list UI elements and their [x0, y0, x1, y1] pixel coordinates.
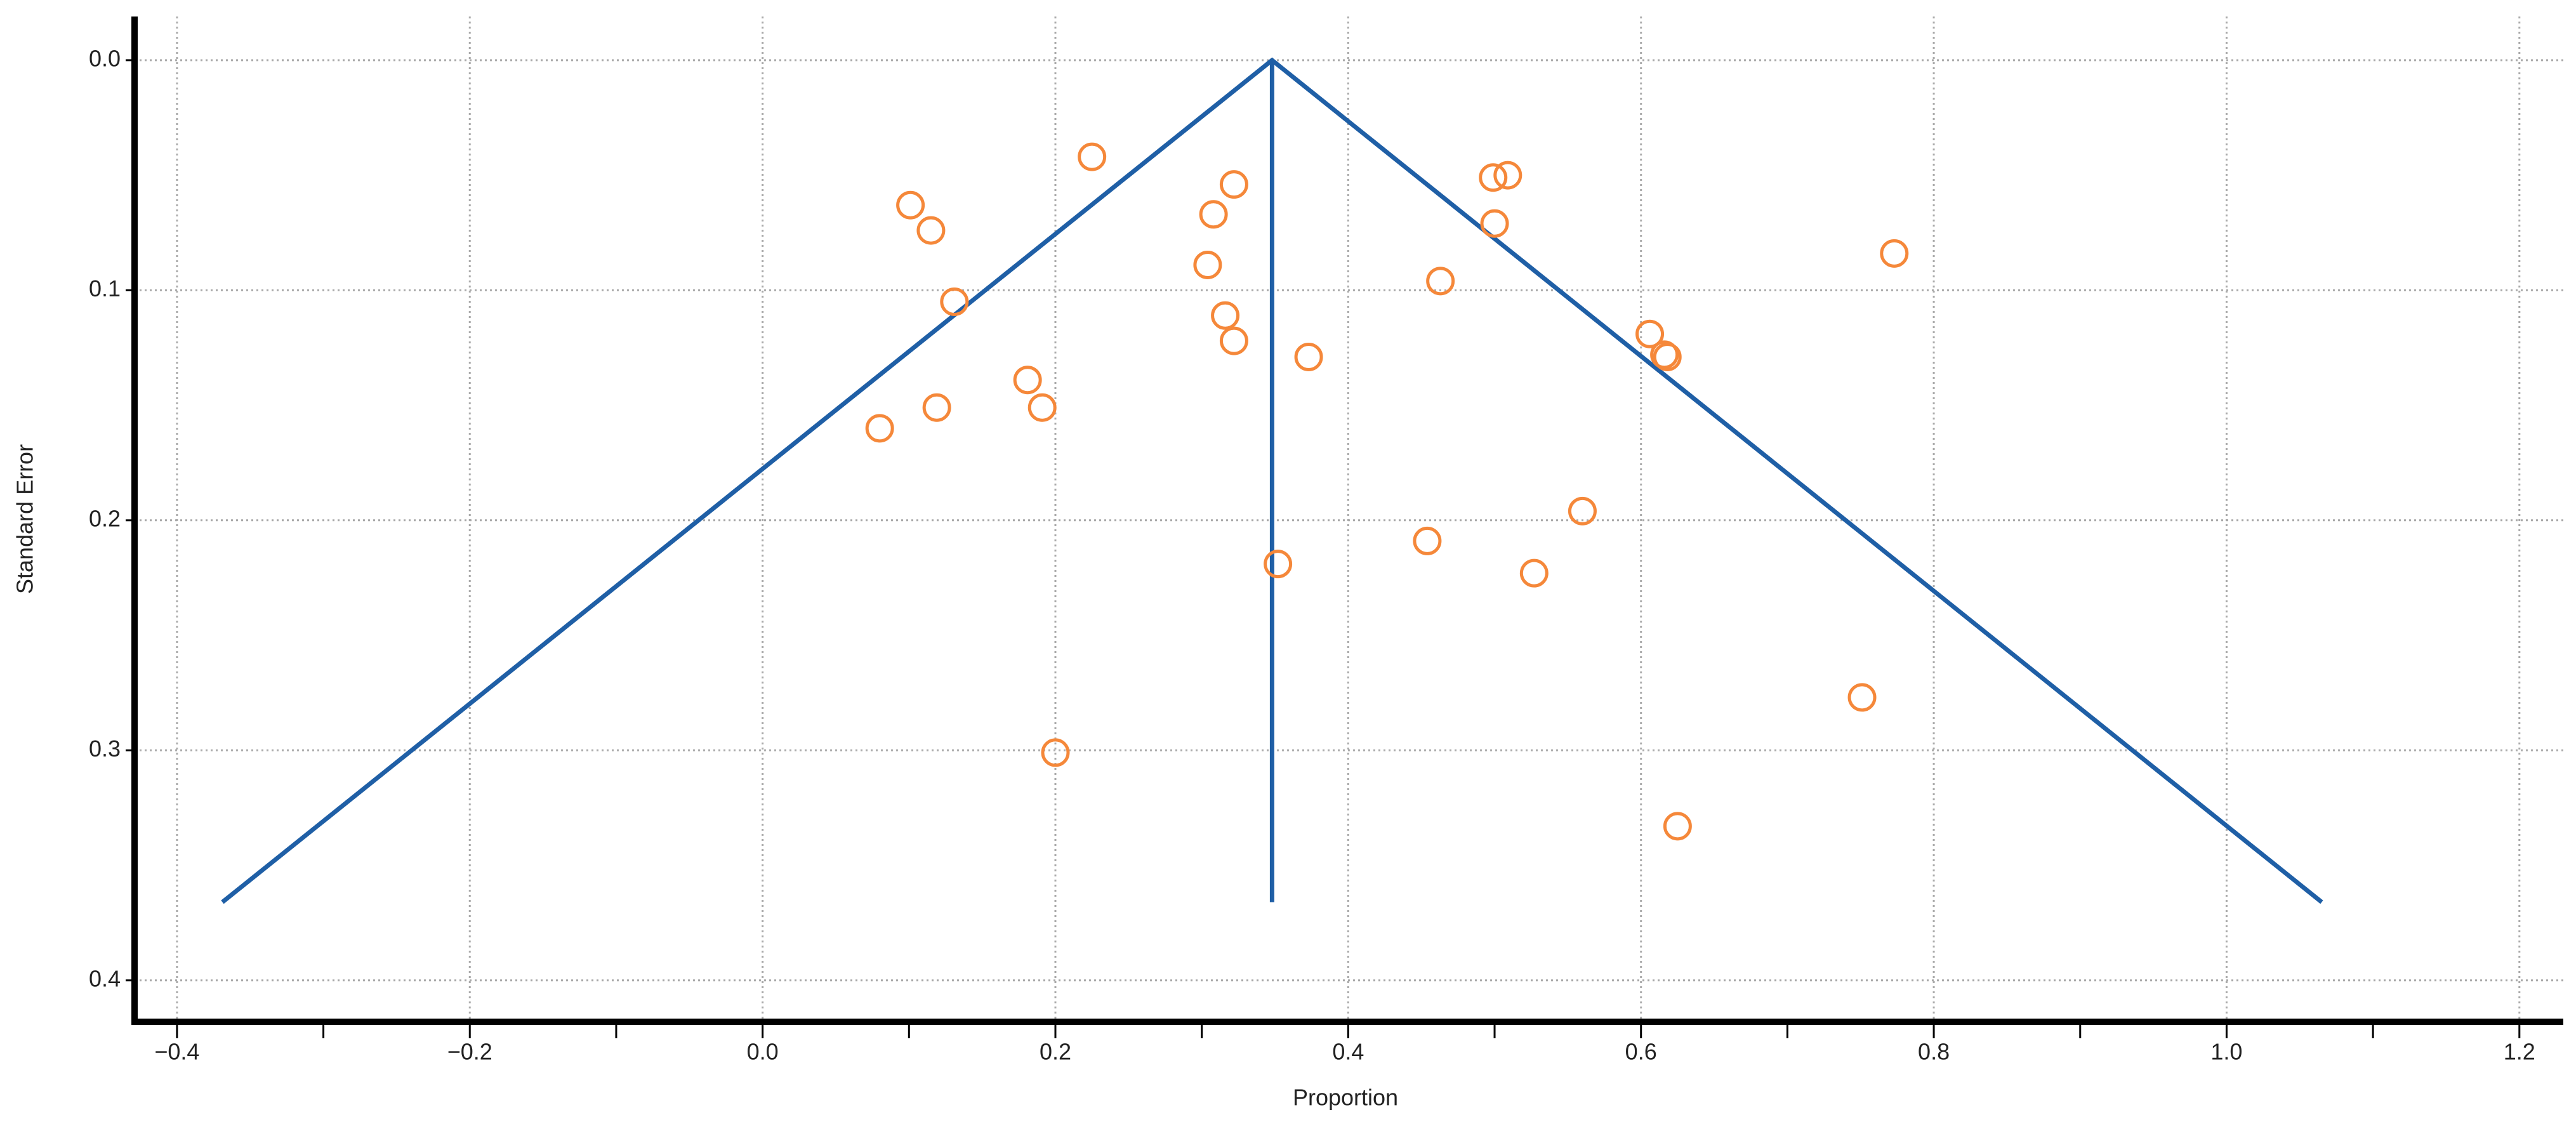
y-tick-label: 0.0	[89, 45, 121, 71]
data-point	[1847, 683, 1877, 712]
x-tick-label: 0.0	[747, 1039, 779, 1065]
x-axis-label: Proportion	[1293, 1085, 1398, 1111]
data-point	[1650, 340, 1679, 369]
data-point	[1426, 267, 1455, 296]
data-point	[1480, 209, 1509, 238]
x-tick-label: 0.6	[1625, 1039, 1657, 1065]
data-point	[1264, 550, 1293, 579]
data-point	[1193, 250, 1222, 279]
data-point	[1663, 812, 1692, 841]
data-point	[1041, 738, 1070, 767]
data-point	[940, 287, 969, 316]
data-point	[1568, 496, 1597, 525]
y-tick-label: 0.3	[89, 736, 121, 762]
data-point	[1027, 393, 1057, 422]
x-tick-label: −0.2	[447, 1039, 492, 1065]
data-point	[1078, 142, 1107, 171]
data-point	[922, 393, 951, 422]
x-tick-label: 0.2	[1040, 1039, 1071, 1065]
data-point	[1219, 326, 1248, 355]
data-point	[1219, 170, 1248, 199]
data-point	[865, 414, 894, 443]
y-tick-label: 0.1	[89, 275, 121, 301]
data-point	[1635, 319, 1665, 348]
data-point	[1294, 342, 1323, 371]
data-point	[1880, 239, 1909, 268]
data-point	[1013, 366, 1042, 395]
x-tick-label: 0.4	[1332, 1039, 1364, 1065]
y-tick-label: 0.2	[89, 505, 121, 531]
x-tick-label: 0.8	[1918, 1039, 1950, 1065]
data-point	[916, 216, 946, 245]
x-tick-label: −0.4	[154, 1039, 199, 1065]
x-tick-label: 1.0	[2210, 1039, 2242, 1065]
x-tick-label: 1.2	[2504, 1039, 2535, 1065]
data-point	[896, 190, 925, 220]
y-axis-label: Standard Error	[12, 444, 38, 594]
data-point	[1211, 301, 1240, 330]
data-point	[1413, 526, 1442, 555]
data-point	[1653, 342, 1682, 371]
data-point	[1519, 558, 1549, 588]
data-point	[1493, 161, 1522, 190]
data-point	[1199, 200, 1228, 229]
y-tick-label: 0.4	[89, 965, 121, 991]
data-point	[1479, 163, 1508, 192]
